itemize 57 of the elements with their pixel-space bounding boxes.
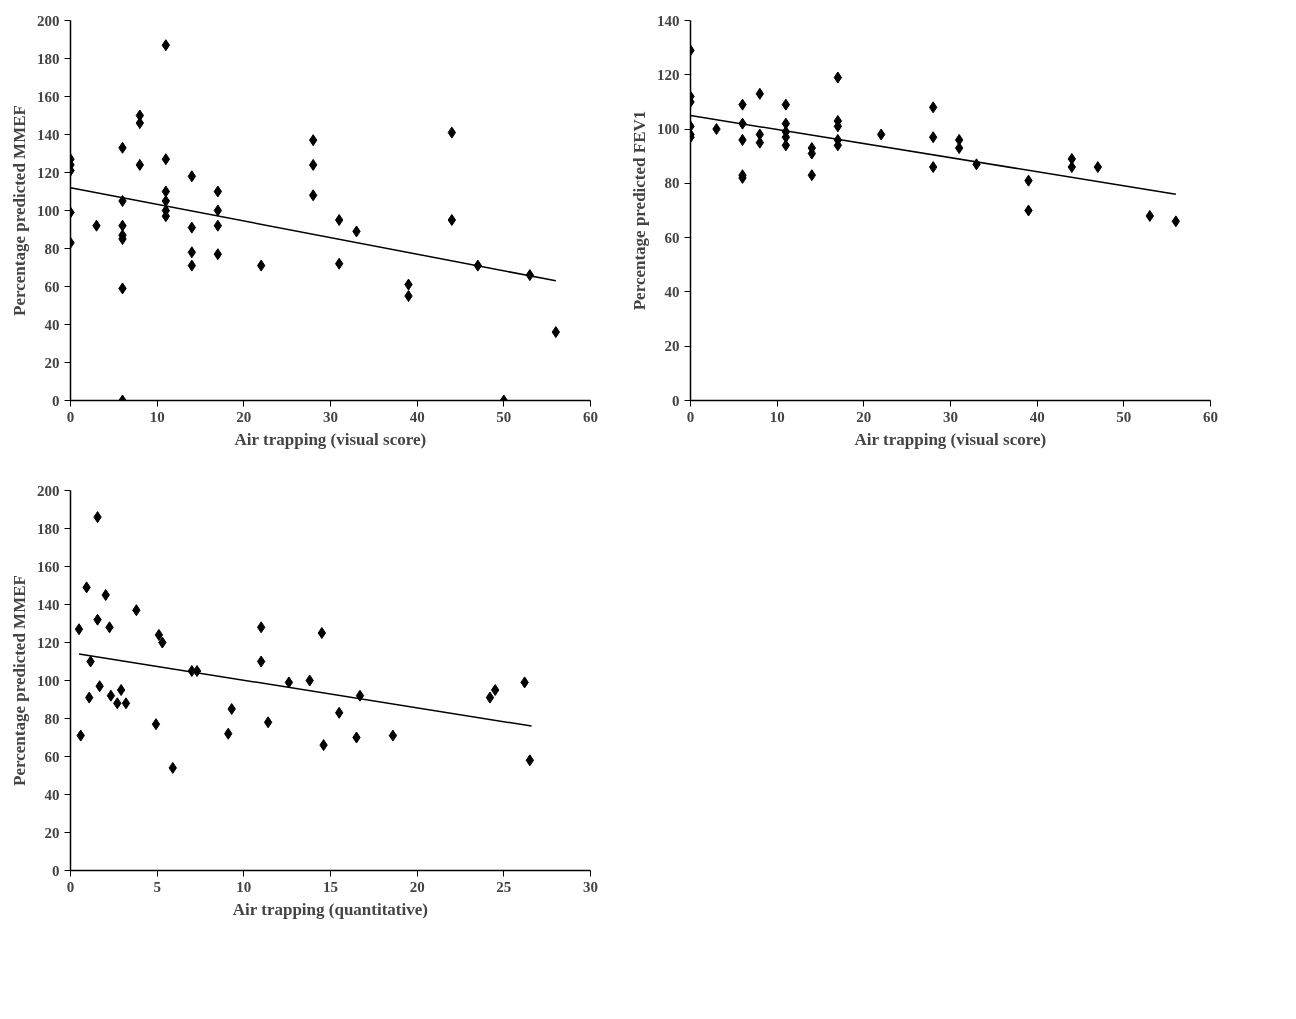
x-tick-label: 0: [66, 408, 75, 425]
y-tick-label: 100: [657, 121, 680, 138]
y-tick-label: 140: [37, 596, 60, 613]
x-axis-title: Air trapping (visual score): [854, 429, 1047, 449]
y-tick-label: 160: [37, 88, 60, 105]
x-tick-label: 30: [943, 408, 958, 425]
y-tick-label: 0: [672, 392, 680, 409]
y-tick-label: 40: [44, 316, 60, 333]
x-tick-label: 10: [769, 408, 785, 425]
y-tick-label: 20: [44, 824, 60, 841]
y-tick-label: 120: [37, 164, 60, 181]
y-tick-label: 200: [37, 482, 60, 499]
x-tick-label: 20: [856, 408, 872, 425]
x-tick-label: 10: [236, 878, 252, 895]
y-tick-label: 160: [37, 558, 60, 575]
x-tick-label: 0: [66, 878, 75, 895]
x-tick-label: 50: [496, 408, 512, 425]
x-tick-label: 60: [583, 408, 598, 425]
x-tick-label: 60: [1203, 408, 1218, 425]
y-tick-label: 180: [37, 520, 60, 537]
y-axis-title: Percentage predicted MMEF: [10, 575, 29, 786]
x-tick-label: 0: [686, 408, 695, 425]
y-tick-label: 80: [44, 710, 60, 727]
y-axis-title: Percentage predicted FEV1: [630, 110, 649, 311]
y-tick-label: 60: [44, 278, 60, 295]
y-tick-label: 40: [664, 283, 680, 300]
x-tick-label: 20: [409, 878, 425, 895]
y-tick-label: 60: [664, 229, 680, 246]
y-tick-label: 120: [657, 66, 680, 83]
x-tick-label: 10: [149, 408, 165, 425]
y-tick-label: 140: [657, 12, 680, 29]
y-tick-label: 0: [52, 862, 60, 879]
y-tick-label: 80: [44, 240, 60, 257]
x-tick-label: 15: [323, 878, 338, 895]
x-tick-label: 40: [409, 408, 425, 425]
y-tick-label: 40: [44, 786, 60, 803]
y-tick-label: 20: [44, 354, 60, 371]
y-tick-label: 180: [37, 50, 60, 67]
y-tick-label: 80: [664, 175, 680, 192]
x-axis-title: Air trapping (quantitative): [232, 899, 428, 919]
x-tick-label: 25: [496, 878, 512, 895]
y-axis-title: Percentage predicted MMEF: [10, 105, 29, 316]
x-axis-title: Air trapping (visual score): [234, 429, 427, 449]
x-tick-label: 30: [323, 408, 338, 425]
y-tick-label: 20: [664, 338, 680, 355]
x-tick-label: 20: [236, 408, 252, 425]
x-tick-label: 50: [1116, 408, 1132, 425]
y-tick-label: 100: [37, 672, 60, 689]
y-tick-label: 200: [37, 12, 60, 29]
y-tick-label: 60: [44, 748, 60, 765]
y-tick-label: 140: [37, 126, 60, 143]
y-tick-label: 100: [37, 202, 60, 219]
x-tick-label: 5: [153, 878, 161, 895]
y-tick-label: 0: [52, 392, 60, 409]
x-tick-label: 40: [1029, 408, 1045, 425]
x-tick-label: 30: [583, 878, 598, 895]
y-tick-label: 120: [37, 634, 60, 651]
